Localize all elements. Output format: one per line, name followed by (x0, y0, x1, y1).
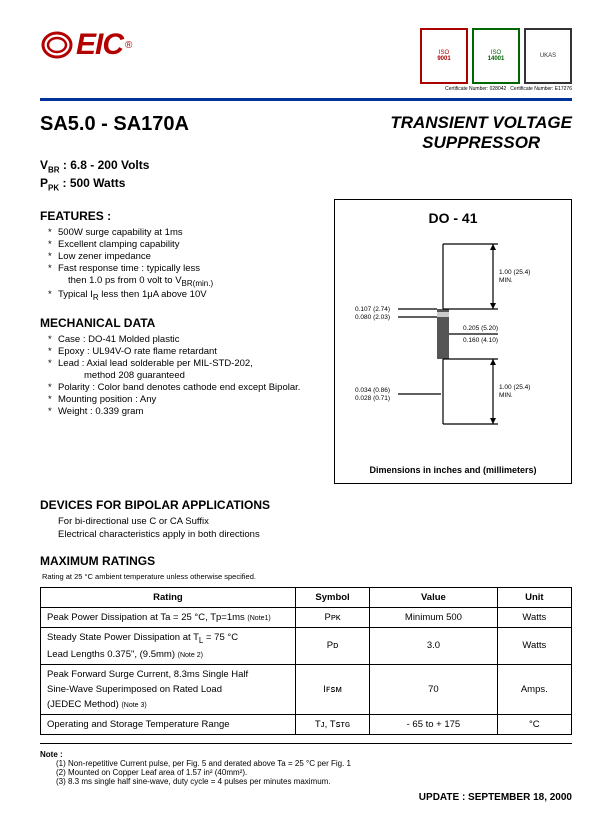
package-diagram-icon: 1.00 (25.4) MIN. 0.205 (5.20) 0.160 (4.1… (343, 234, 563, 454)
cell-unit: Amps. (497, 664, 571, 714)
mech-item: Case : DO-41 Molded plastic (58, 334, 320, 345)
dim-wire-dia-1: 0.034 (0.86) (355, 387, 390, 394)
notes-title: Note : (40, 750, 63, 759)
ratings-table: Rating Symbol Value Unit Peak Power Diss… (40, 587, 572, 735)
cell-value: 70 (370, 664, 497, 714)
table-row: Peak Power Dissipation at Ta = 25 °C, Tp… (41, 607, 572, 627)
part-title: SA5.0 - SA170A (40, 113, 189, 136)
cell-unit: Watts (497, 627, 571, 664)
feature-item: Low zener impedance (58, 251, 320, 262)
notes-block: Note : (1) Non-repetitive Current pulse,… (40, 750, 572, 786)
mech-item: Lead : Axial lead solderable per MIL-STD… (58, 358, 320, 369)
product-title: TRANSIENT VOLTAGE SUPPRESSOR (390, 113, 572, 154)
feature-item: Typical IR less then 1μA above 10V (58, 289, 320, 302)
th-rating: Rating (41, 587, 296, 607)
notes-rule (40, 743, 572, 744)
package-figure: DO - 41 1.00 (25.4) MIN. (334, 199, 572, 484)
dim-lead-len-2: MIN. (499, 277, 513, 284)
table-row: Peak Forward Surge Current, 8.3ms Single… (41, 664, 572, 714)
dim-wire-dia-2: 0.028 (0.71) (355, 395, 390, 402)
vbr-spec: VBR : 6.8 - 200 Volts (40, 158, 189, 174)
cell-unit: Watts (497, 607, 571, 627)
cell-rating: Operating and Storage Temperature Range (41, 714, 296, 734)
dim-lead-dia-2: 0.080 (2.03) (355, 314, 390, 321)
logo-registered: ® (125, 40, 132, 51)
mech-item: Polarity : Color band denotes cathode en… (58, 382, 320, 393)
dim-lead-len-1b: 1.00 (25.4) (499, 384, 530, 391)
features-list-2: Typical IR less then 1μA above 10V (40, 289, 320, 302)
figure-column: DO - 41 1.00 (25.4) MIN. (334, 195, 572, 484)
cert-badge-ukas: UKAS (524, 28, 572, 84)
note-item: (1) Non-repetitive Current pulse, per Fi… (56, 759, 572, 768)
bipolar-title: DEVICES FOR BIPOLAR APPLICATIONS (40, 498, 572, 512)
max-ratings-note: Rating at 25 °C ambient temperature unle… (42, 572, 572, 581)
bipolar-line-2: Electrical characteristics apply in both… (40, 529, 572, 540)
mech-item-cont: method 208 guaranteed (40, 370, 320, 381)
left-column: FEATURES : 500W surge capability at 1ms … (40, 195, 320, 484)
dim-lead-dia-1: 0.107 (2.74) (355, 306, 390, 313)
feature-item: 500W surge capability at 1ms (58, 227, 320, 238)
feature-item: Fast response time : typically less (58, 263, 320, 274)
table-row: Operating and Storage Temperature Range … (41, 714, 572, 734)
cell-symbol: Iꜰꜱᴍ (295, 664, 369, 714)
dim-lead-len-2b: MIN. (499, 392, 513, 399)
part-number-block: SA5.0 - SA170A VBR : 6.8 - 200 Volts PPK… (40, 113, 189, 195)
cell-rating: Steady State Power Dissipation at TL = 7… (41, 627, 296, 664)
figure-title: DO - 41 (343, 210, 563, 226)
dim-body-dia-1: 0.205 (5.20) (463, 325, 498, 332)
logo: EIC ® (40, 28, 132, 62)
features-list: 500W surge capability at 1ms Excellent c… (40, 227, 320, 274)
mech-item: Weight : 0.339 gram (58, 406, 320, 417)
feature-item: Excellent clamping capability (58, 239, 320, 250)
ppk-spec: PPK : 500 Watts (40, 176, 189, 192)
th-unit: Unit (497, 587, 571, 607)
cert-badge-iso14001: ISO14001 (472, 28, 520, 84)
cell-rating: Peak Forward Surge Current, 8.3ms Single… (41, 664, 296, 714)
cert-sub-1: Certificate Number: 028042 (445, 86, 506, 92)
cell-value: - 65 to + 175 (370, 714, 497, 734)
th-symbol: Symbol (295, 587, 369, 607)
features-title: FEATURES : (40, 209, 320, 223)
table-header-row: Rating Symbol Value Unit (41, 587, 572, 607)
mech-list-2: Polarity : Color band denotes cathode en… (40, 382, 320, 417)
cert-badge-iso9001: ISO9001 (420, 28, 468, 84)
th-value: Value (370, 587, 497, 607)
header-rule (40, 98, 572, 101)
mech-title: MECHANICAL DATA (40, 316, 320, 330)
note-item: (3) 8.3 ms single half sine-wave, duty c… (56, 777, 572, 786)
note-item: (2) Mounted on Copper Leaf area of 1.57 … (56, 768, 572, 777)
dim-lead-len-1: 1.00 (25.4) (499, 269, 530, 276)
cell-symbol: Tᴊ, Tꜱᴛɢ (295, 714, 369, 734)
cell-rating: Peak Power Dissipation at Ta = 25 °C, Tp… (41, 607, 296, 627)
mech-list: Case : DO-41 Molded plastic Epoxy : UL94… (40, 334, 320, 369)
update-date: UPDATE : SEPTEMBER 18, 2000 (40, 792, 572, 803)
dim-body-dia-2: 0.160 (4.10) (463, 337, 498, 344)
header: EIC ® ISO9001 ISO14001 UKAS Certificate … (40, 28, 572, 92)
cert-sub-2: Certificate Number: E17276 (510, 86, 572, 92)
mech-item: Epoxy : UL94V-O rate flame retardant (58, 346, 320, 357)
cell-symbol: Pᴅ (295, 627, 369, 664)
feature-item-cont: then 1.0 ps from 0 volt to VBR(min.) (40, 275, 320, 288)
logo-swoosh-icon (40, 29, 74, 61)
figure-caption: Dimensions in inches and (millimeters) (343, 465, 563, 475)
cert-area: ISO9001 ISO14001 UKAS Certificate Number… (420, 28, 572, 92)
cell-value: 3.0 (370, 627, 497, 664)
table-row: Steady State Power Dissipation at TL = 7… (41, 627, 572, 664)
max-ratings-title: MAXIMUM RATINGS (40, 554, 572, 568)
cell-value: Minimum 500 (370, 607, 497, 627)
logo-text: EIC (76, 28, 123, 62)
cell-unit: °C (497, 714, 571, 734)
bipolar-line-1: For bi-directional use C or CA Suffix (40, 516, 572, 527)
cell-symbol: Pᴘᴋ (295, 607, 369, 627)
mech-item: Mounting position : Any (58, 394, 320, 405)
